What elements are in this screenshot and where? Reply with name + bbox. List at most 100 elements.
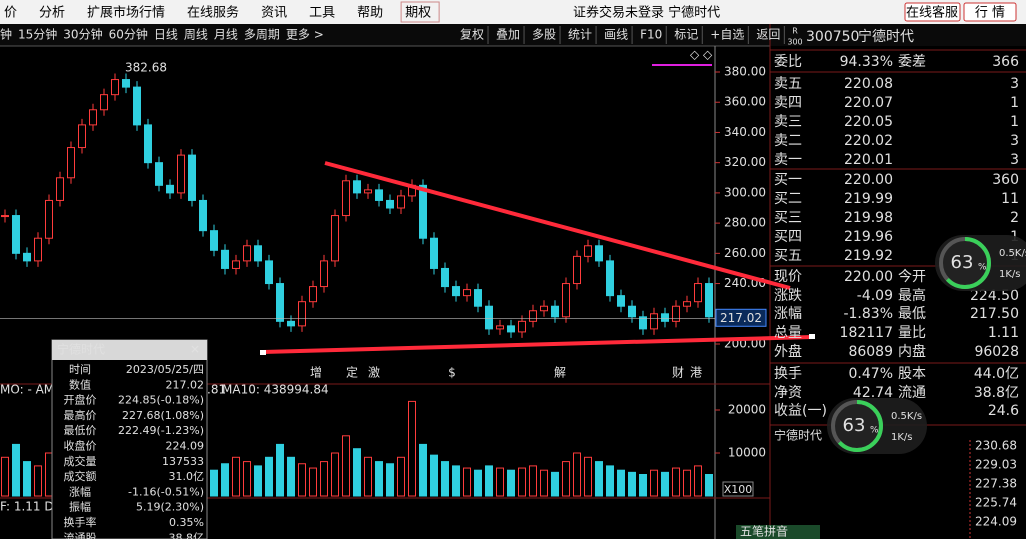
candle: [650, 313, 658, 330]
candle: [507, 325, 515, 333]
quote-label: 卖五: [774, 76, 802, 92]
tooltip-value: 224.09: [166, 440, 205, 453]
tooltip-label: 成交量: [64, 454, 97, 468]
quote-value: 86089: [848, 344, 893, 360]
tool-button[interactable]: 标记: [674, 28, 698, 42]
tooltip-value: 137533: [162, 455, 204, 468]
event-marker[interactable]: 解: [554, 366, 566, 380]
period-tab[interactable]: 多周期: [244, 28, 280, 42]
quote-label: 卖四: [774, 95, 802, 111]
y-tick-label: 280.00: [724, 216, 766, 230]
menu-item[interactable]: 期权: [405, 5, 431, 21]
tool-button[interactable]: F10: [640, 28, 662, 42]
widget-percent: 63: [951, 252, 974, 273]
event-marker[interactable]: 定: [346, 365, 358, 380]
tool-button[interactable]: +自选: [710, 28, 744, 42]
candle: [100, 94, 108, 111]
tool-button[interactable]: 多股: [532, 28, 556, 42]
tooltip-label: 流通股: [64, 530, 97, 539]
volume-bar: [463, 467, 471, 497]
quote-value: 220.08: [844, 76, 893, 92]
period-tab[interactable]: 30分钟: [63, 27, 102, 42]
unit-label: X100: [724, 483, 753, 496]
y-tick-label: 20000: [728, 403, 766, 417]
quote-label: 买三: [774, 210, 802, 226]
button-label[interactable]: 行 情: [975, 6, 1005, 21]
volume-bar: [287, 456, 295, 497]
quote-label: 买一: [774, 172, 802, 188]
menu-item[interactable]: 资讯: [261, 6, 287, 21]
tool-button[interactable]: 返回: [756, 28, 780, 42]
quote-value: 220.07: [844, 95, 893, 111]
quote-volume: 3: [1010, 76, 1019, 92]
volume-bar: [485, 465, 493, 497]
menu-item[interactable]: 帮助: [357, 6, 383, 21]
quote-label: 卖二: [774, 133, 802, 149]
volume-bar: [34, 465, 42, 497]
period-tab[interactable]: 日线: [154, 28, 178, 42]
event-marker[interactable]: 激: [368, 366, 380, 380]
tool-button[interactable]: 统计: [568, 28, 592, 42]
quote-value: 42.74: [853, 385, 893, 401]
tool-button[interactable]: 叠加: [496, 28, 520, 42]
tooltip-value: 227.68(1.08%): [122, 409, 204, 422]
event-marker[interactable]: 港: [690, 366, 702, 380]
volume-bar: [342, 435, 350, 497]
button[interactable]: [904, 2, 961, 22]
quote-value: 0.47%: [849, 366, 893, 382]
mini-tick: 227.38: [975, 477, 1017, 491]
y-tick-label: 340.00: [724, 125, 766, 139]
menu-bar: [0, 0, 1026, 24]
volume-bar: [309, 467, 317, 497]
menu-item[interactable]: 工具: [309, 6, 335, 21]
button[interactable]: [963, 2, 1017, 22]
event-marker[interactable]: 增: [310, 366, 322, 380]
quote-volume: 1: [1010, 114, 1019, 130]
trend-line: [324, 161, 791, 290]
tool-button[interactable]: 画线: [604, 28, 628, 42]
anchor: [809, 334, 815, 339]
candle: [133, 86, 141, 126]
candle: [177, 154, 185, 194]
tooltip-value: 224.85(-0.18%): [118, 394, 204, 407]
menu-item[interactable]: 在线服务: [187, 5, 239, 21]
tooltip-label: 最高价: [64, 408, 97, 422]
candle: [485, 305, 493, 330]
menu-item[interactable]: 分析: [39, 6, 65, 21]
menu-item[interactable]: 扩展市场行情: [87, 5, 165, 21]
tooltip-label: 振幅: [69, 500, 91, 514]
tooltip-close[interactable]: ✕: [190, 343, 200, 357]
period-tab[interactable]: 60分钟: [109, 27, 148, 42]
volume-bar: [419, 443, 427, 497]
tool-button[interactable]: 复权: [460, 28, 484, 42]
button-label[interactable]: 在线客服: [906, 5, 958, 21]
quote-value: 219.99: [844, 191, 893, 207]
mini-title: 宁德时代: [774, 428, 822, 443]
volume-bar: [265, 456, 273, 497]
event-marker[interactable]: 财: [672, 366, 684, 380]
period-tab[interactable]: 15分钟: [18, 27, 57, 42]
candle: [144, 124, 152, 164]
volume-bar: [441, 461, 449, 497]
quote-label: 涨幅: [774, 306, 802, 322]
volume-bar: [232, 456, 240, 497]
period-tab[interactable]: 更多 >: [286, 28, 324, 42]
volume-bar: [320, 461, 328, 497]
y-tick-label: 260.00: [724, 246, 766, 260]
stock-name: 宁德时代: [858, 28, 914, 45]
tooltip-value: 38.8亿: [169, 531, 205, 539]
tooltip-label: 开盘价: [64, 393, 97, 407]
event-marker[interactable]: $: [448, 366, 456, 380]
period-tab[interactable]: 月线: [214, 28, 238, 42]
quote-volume: 360: [992, 172, 1019, 188]
candle: [287, 320, 295, 327]
indicator-label: .81: [207, 383, 226, 397]
badge: 300: [787, 38, 802, 47]
period-tab[interactable]: 周线: [184, 28, 208, 42]
candle: [661, 313, 669, 322]
candle: [364, 189, 372, 194]
period-tab[interactable]: 钟: [0, 27, 12, 42]
menu-item[interactable]: 价: [4, 6, 17, 21]
